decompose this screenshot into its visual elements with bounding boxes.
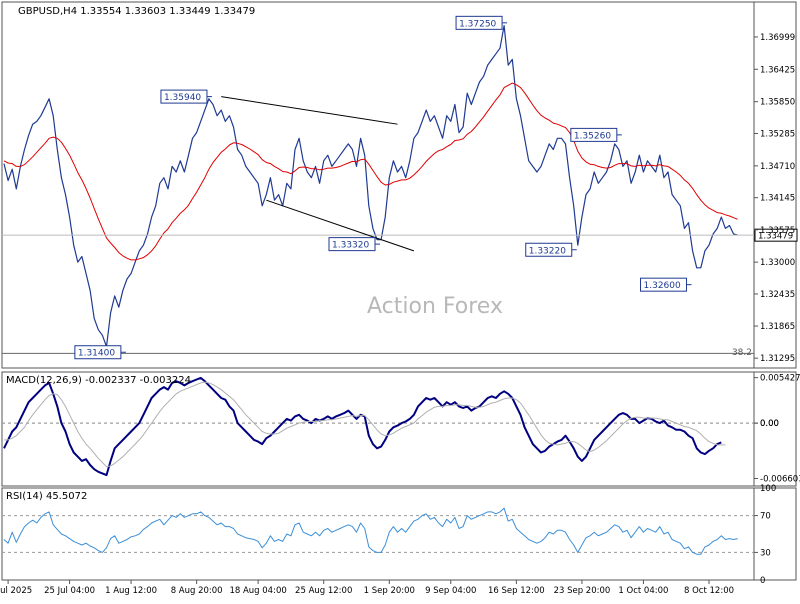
macd-title: MACD(12,26,9) -0.002337 -0.003224 [6,375,191,386]
price-label-text: 1.37250 [459,19,496,29]
price-label-text: 1.31400 [78,349,115,359]
x-tick-label: 25 Jul 04:00 [44,586,95,596]
panel-frame-2 [1,487,797,581]
y-tick-label: 0.005427 [760,374,800,384]
y-tick-label: 100 [760,484,776,494]
y-tick-label: 1.35285 [760,129,795,139]
x-tick-label: 18 Aug 04:00 [229,586,286,596]
y-tick-label: 1.36425 [760,65,795,75]
price-label-text: 1.35940 [164,93,201,103]
price-label-text: 1.32600 [644,281,681,291]
rsi-title: RSI(14) 45.5072 [6,491,87,502]
y-tick-label: 1.34145 [760,194,795,204]
y-tick-label: 70 [760,512,771,522]
x-tick-label: 23 Sep 20:00 [554,586,611,596]
panel-frame-0 [1,1,797,369]
price-title: GBPUSD,H4 1.33554 1.33603 1.33449 1.3347… [18,6,255,17]
price-line [3,25,738,348]
watermark: Action Forex [367,294,503,319]
y-tick-label: 0 [760,576,765,586]
x-tick-label: 25 Aug 12:00 [295,586,352,596]
y-tick-label: -0.006603 [760,474,800,484]
price-label-text: 1.35260 [574,131,611,141]
y-tick-label: 1.33575 [760,226,795,236]
y-tick-label: 0.00 [760,419,779,429]
y-tick-label: 0.00 [760,419,779,429]
x-tick-label: 1 Sep 20:00 [364,586,415,596]
y-tick-label: 30 [760,548,771,558]
x-tick-label: 16 Sep 12:00 [488,586,545,596]
y-tick-label: 1.31865 [760,322,795,332]
macd-signal-line [4,381,726,468]
trendline [221,96,398,125]
price-label-text: 1.33220 [529,246,566,256]
y-tick-label: 1.34710 [760,162,795,172]
moving-average-line [3,82,738,261]
current-price-tag [754,228,798,242]
y-tick-label: 1.36999 [760,33,795,43]
x-tick-label: 8 Oct 12:00 [684,586,734,596]
current-price-text: 1.33479 [758,232,793,242]
x-tick-label: 1 Oct 04:00 [618,586,668,596]
y-tick-label: 1.35850 [760,98,795,108]
rsi-line [3,507,738,555]
x-tick-label: 9 Sep 04:00 [425,586,476,596]
fib-label: 38.2 [732,348,752,358]
y-tick-label: 1.32435 [760,290,795,300]
trendline [266,199,415,252]
x-tick-label: 8 Aug 20:00 [171,586,223,596]
x-tick-label: 17 Jul 2025 [0,586,32,596]
y-tick-label: 1.31295 [760,354,795,364]
x-tick-label: 1 Aug 12:00 [105,586,157,596]
price-label-text: 1.33320 [332,241,369,251]
y-tick-label: 1.33000 [760,258,795,268]
